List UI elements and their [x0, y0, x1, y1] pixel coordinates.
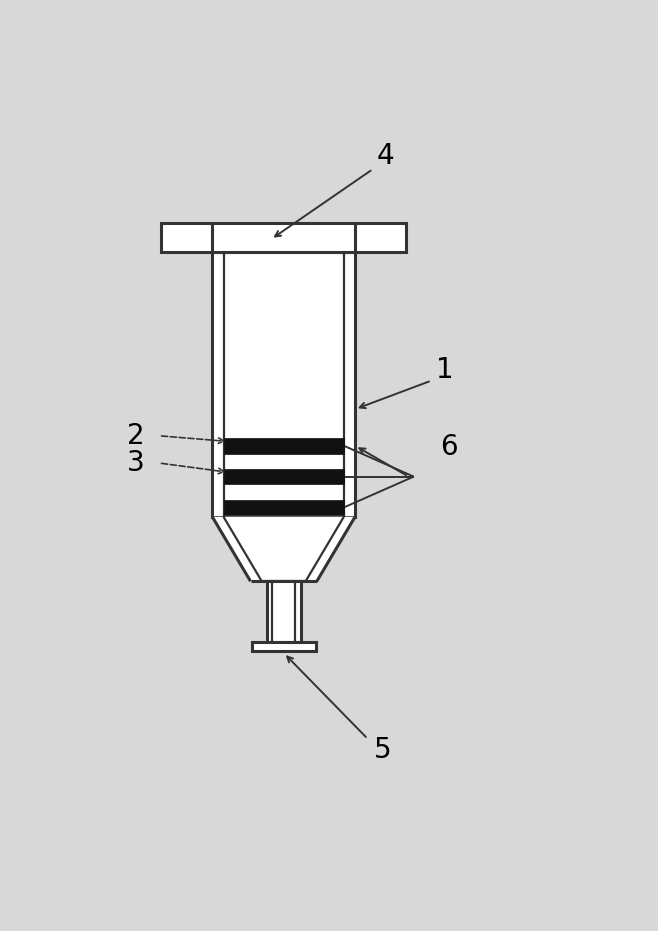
Text: 5: 5 — [374, 735, 392, 763]
Bar — [213, 251, 355, 517]
Text: 1: 1 — [436, 356, 453, 384]
Text: 4: 4 — [377, 142, 395, 170]
Bar — [224, 468, 344, 484]
Polygon shape — [213, 517, 355, 581]
Text: 3: 3 — [127, 449, 145, 477]
Bar — [224, 438, 344, 453]
Bar — [224, 500, 344, 516]
Bar — [267, 581, 301, 642]
Bar — [251, 642, 316, 651]
Bar — [161, 223, 406, 251]
Text: 2: 2 — [127, 422, 145, 450]
Text: 6: 6 — [441, 433, 458, 461]
